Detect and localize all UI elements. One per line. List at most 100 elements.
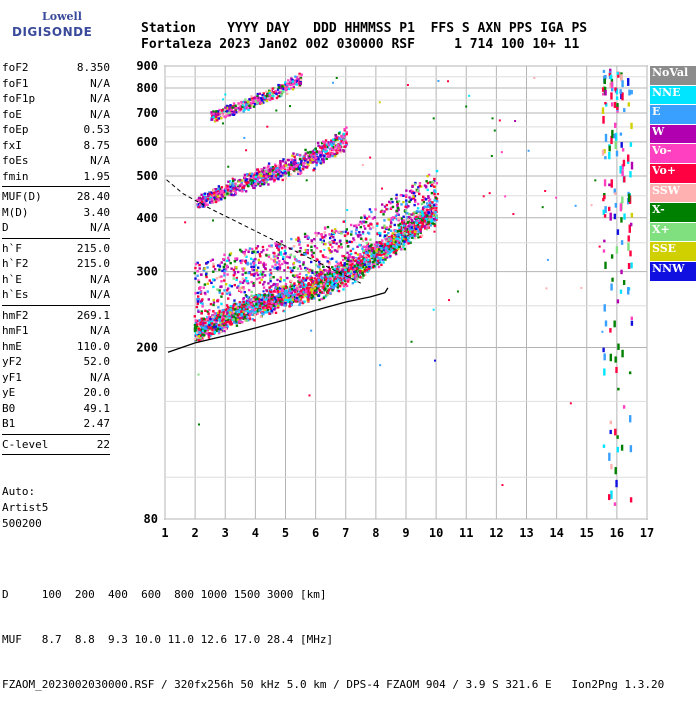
- echo-point: [613, 321, 615, 328]
- echo-point: [290, 174, 292, 176]
- echo-point: [253, 263, 255, 265]
- x-tick-label: 4: [252, 526, 259, 540]
- echo-point: [263, 301, 265, 303]
- echo-point: [347, 280, 349, 282]
- echo-point: [223, 254, 225, 256]
- echo-point: [194, 277, 196, 279]
- echo-point: [244, 254, 246, 256]
- echo-point: [215, 115, 217, 117]
- echo-point: [296, 287, 298, 289]
- echo-point: [344, 257, 346, 259]
- echo-point: [250, 281, 252, 283]
- echo-point: [331, 246, 333, 248]
- echo-point: [339, 146, 341, 148]
- echo-point: [331, 283, 333, 285]
- echo-point: [294, 75, 296, 77]
- echo-point: [300, 172, 302, 174]
- echo-point: [212, 316, 214, 318]
- echo-point: [246, 280, 248, 282]
- echo-point: [367, 224, 369, 226]
- echo-point: [229, 311, 231, 313]
- echo-point: [343, 146, 345, 148]
- echo-point: [212, 304, 214, 306]
- echo-point: [436, 170, 438, 172]
- echo-point: [243, 301, 245, 303]
- echo-point: [278, 245, 280, 247]
- echo-point: [312, 150, 314, 152]
- echo-point: [305, 269, 307, 271]
- echo-point: [421, 212, 423, 214]
- echo-point: [304, 149, 306, 151]
- echo-point: [335, 230, 337, 232]
- echo-point: [216, 288, 218, 290]
- echo-point: [324, 145, 326, 147]
- echo-point: [364, 270, 366, 272]
- echo-point: [398, 200, 400, 202]
- echo-point: [195, 319, 197, 321]
- echo-point: [319, 268, 321, 270]
- y-tick-label: 300: [136, 265, 158, 279]
- echo-point: [368, 247, 370, 249]
- echo-point: [216, 299, 218, 301]
- echo-point: [219, 291, 221, 293]
- echo-point: [374, 208, 376, 210]
- echo-point: [301, 73, 303, 75]
- echo-point: [318, 295, 320, 297]
- echo-point: [409, 223, 411, 225]
- echo-point: [332, 139, 334, 141]
- echo-point: [224, 197, 226, 199]
- echo-point: [326, 283, 328, 285]
- echo-point: [334, 239, 336, 241]
- echo-point: [402, 216, 404, 218]
- echo-point: [254, 258, 256, 260]
- echo-point: [284, 262, 286, 264]
- echo-point: [247, 251, 249, 253]
- echo-point: [378, 254, 380, 256]
- echo-point: [285, 283, 287, 285]
- echo-point: [328, 247, 330, 249]
- echo-point: [282, 256, 284, 258]
- echo-point: [226, 192, 228, 194]
- echo-point: [250, 179, 252, 181]
- echo-point: [608, 207, 610, 211]
- echo-point: [326, 287, 328, 289]
- echo-point: [253, 266, 255, 268]
- echo-point: [303, 162, 305, 164]
- echo-point: [224, 263, 226, 265]
- echo-point: [260, 175, 262, 177]
- echo-point: [280, 303, 282, 305]
- echo-point: [254, 273, 256, 275]
- echo-point: [234, 260, 236, 262]
- echo-point: [335, 135, 337, 137]
- echo-point: [282, 295, 284, 297]
- echo-point: [199, 200, 201, 202]
- echo-point: [279, 175, 281, 177]
- x-tick-label: 15: [580, 526, 594, 540]
- echo-point: [205, 199, 207, 201]
- echo-point: [425, 186, 427, 188]
- echo-point: [421, 203, 423, 205]
- echo-point: [266, 95, 268, 97]
- echo-point: [298, 261, 300, 263]
- echo-point: [431, 192, 433, 194]
- echo-point: [615, 141, 617, 149]
- echo-point: [364, 258, 366, 260]
- echo-point: [239, 179, 241, 181]
- echo-point: [284, 302, 286, 304]
- echo-point: [379, 234, 381, 236]
- echo-point: [300, 79, 302, 81]
- echo-point: [213, 192, 215, 194]
- echo-point: [311, 289, 313, 291]
- echo-point: [382, 261, 384, 263]
- echo-point: [254, 183, 256, 185]
- echo-point: [290, 254, 292, 256]
- echo-point: [221, 194, 223, 196]
- echo-point: [292, 80, 294, 82]
- echo-point: [317, 232, 319, 234]
- echo-point: [342, 149, 344, 151]
- echo-point: [604, 102, 606, 104]
- echo-point: [292, 298, 294, 300]
- echo-point: [215, 110, 217, 112]
- echo-point: [216, 195, 218, 197]
- echo-point: [220, 198, 222, 200]
